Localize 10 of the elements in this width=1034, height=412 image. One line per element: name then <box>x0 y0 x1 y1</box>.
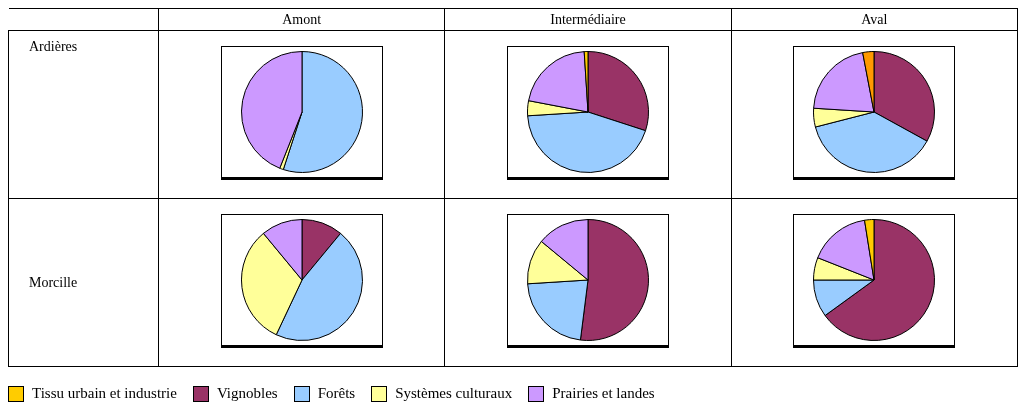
legend-label: Forêts <box>317 385 356 402</box>
legend-label: Systèmes culturaux <box>395 385 513 402</box>
legend-label: Prairies et landes <box>552 385 655 402</box>
chart-title: Aval <box>731 8 1018 31</box>
chart-title: Intermédiaire <box>444 8 732 31</box>
legend-label: Tissu urbain et industrie <box>32 385 177 402</box>
legend-label: Vignobles <box>216 385 278 402</box>
chart-title: Amont <box>158 8 445 31</box>
text: Morcille <box>8 198 159 367</box>
text: Ardières <box>8 30 159 199</box>
